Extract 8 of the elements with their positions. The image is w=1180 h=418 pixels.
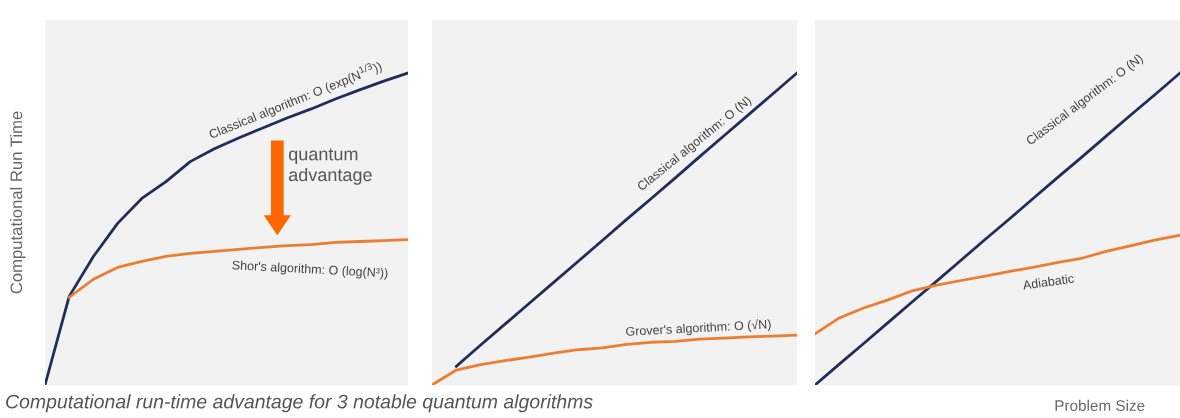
text: Computational run-time advantage for 3 notable quantum algorithms (6, 394, 593, 413)
annotation: quantum advantage (288, 148, 372, 185)
annotation: Classical algorithm: O (exp(N$^{1/3}$)) (207, 59, 384, 142)
y-axis-title: Computational Run Time (10, 111, 26, 294)
annotation: Adiabatic (1022, 273, 1075, 290)
annotation: Shor's algorithm: O (log(N³)) (232, 260, 388, 280)
annotation: Grover's algorithm: O (√N) (625, 318, 771, 339)
x-axis-title: Problem Size (1055, 399, 1145, 411)
